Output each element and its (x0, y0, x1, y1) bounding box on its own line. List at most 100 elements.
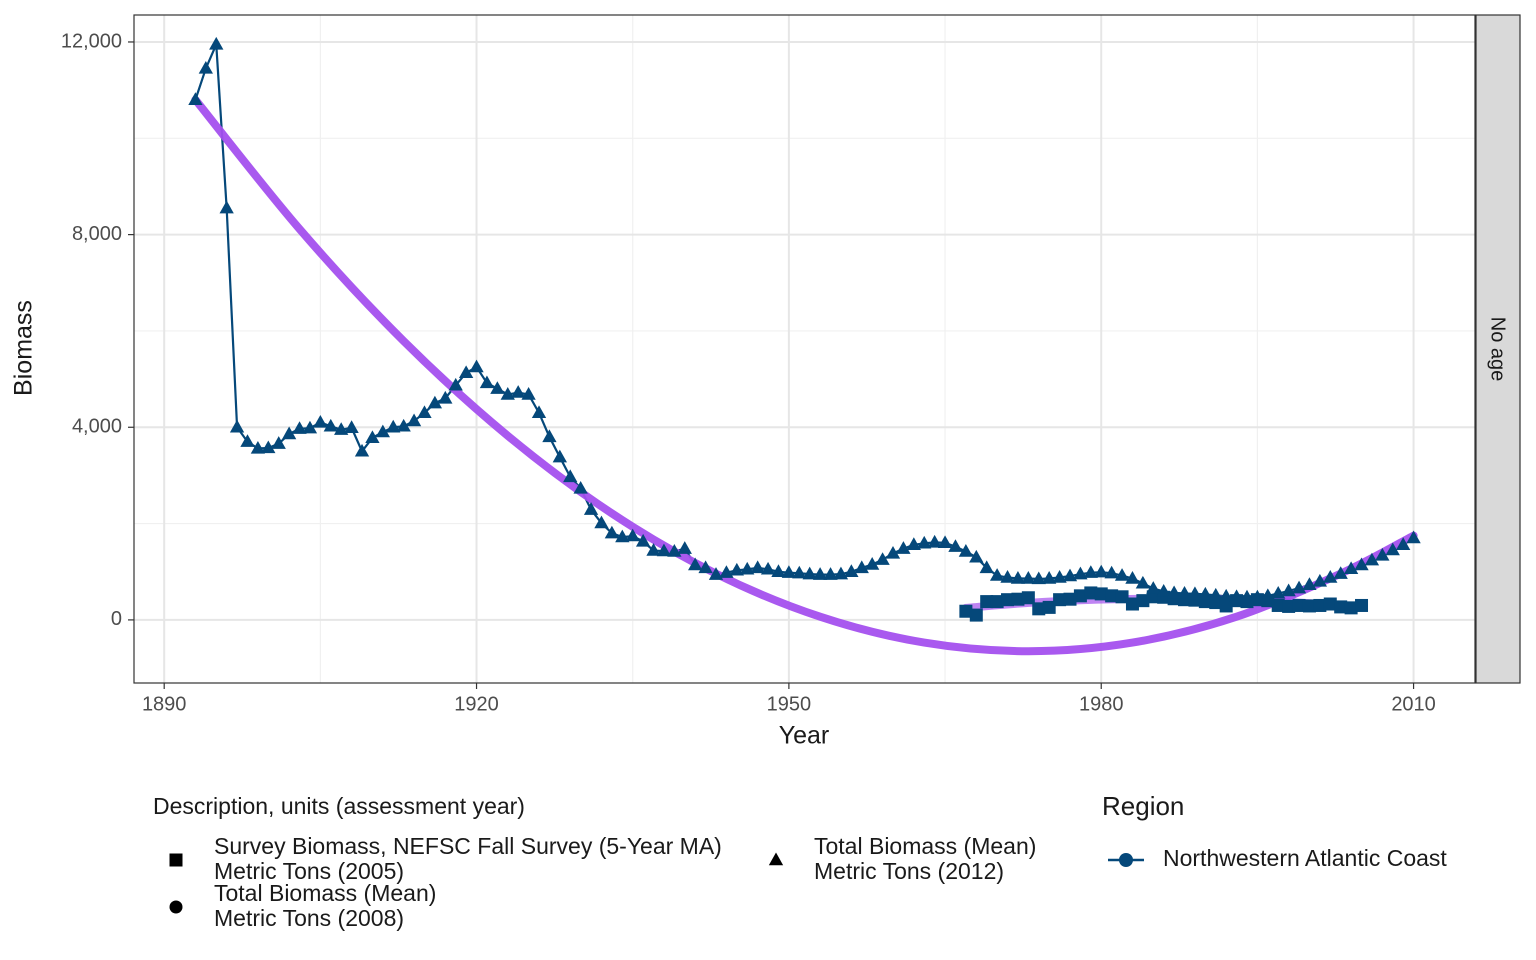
grid (128, 15, 1475, 689)
point (1084, 586, 1098, 600)
point (396, 418, 411, 432)
point (479, 375, 495, 389)
point (250, 440, 266, 454)
point (1135, 575, 1151, 589)
legend-key (169, 900, 183, 914)
point (823, 567, 838, 580)
point (198, 60, 213, 74)
point (531, 405, 547, 419)
point (1354, 557, 1369, 571)
point (615, 529, 630, 543)
point (1115, 590, 1129, 604)
point (229, 419, 245, 433)
point (1021, 591, 1035, 605)
legend-key (169, 853, 183, 867)
point (521, 387, 536, 400)
point (979, 560, 994, 574)
point (1010, 571, 1026, 584)
y-axis-label: Biomass (10, 300, 38, 396)
point (1156, 584, 1171, 597)
point (656, 543, 672, 557)
point (261, 440, 276, 454)
point (1396, 537, 1411, 550)
point (1000, 570, 1015, 583)
point (1364, 552, 1380, 566)
y-tick-label: 0 (111, 608, 122, 630)
point (844, 564, 859, 577)
point (1406, 530, 1421, 544)
marks (188, 36, 1421, 656)
point (1302, 599, 1316, 613)
point (1187, 586, 1203, 600)
point (209, 36, 224, 50)
point (906, 537, 921, 550)
point (760, 561, 776, 575)
point (1219, 588, 1234, 602)
point (1239, 589, 1255, 603)
legend-title: Region (1102, 791, 1184, 821)
point (1094, 587, 1108, 601)
point (1385, 542, 1400, 556)
point (1323, 597, 1337, 611)
point (1271, 598, 1285, 612)
point (854, 560, 869, 574)
point (458, 365, 474, 379)
point (937, 535, 953, 549)
series-line (194, 43, 1415, 599)
y-tick-label: 8,000 (72, 223, 122, 245)
x-axis-label: Year (779, 722, 830, 750)
point (500, 387, 515, 400)
point (1312, 573, 1328, 587)
point (980, 595, 994, 609)
point (708, 567, 724, 580)
point (958, 544, 974, 557)
point (1073, 566, 1088, 580)
point (1313, 598, 1327, 612)
point (1094, 564, 1109, 578)
point (365, 430, 380, 444)
point (1333, 566, 1348, 579)
y-tick-label: 4,000 (72, 416, 122, 438)
point (719, 565, 734, 578)
point (188, 92, 203, 105)
point (417, 405, 432, 419)
point (386, 419, 401, 433)
point (1355, 598, 1369, 612)
point (1021, 571, 1036, 584)
point (1011, 592, 1025, 606)
point (1001, 593, 1015, 607)
point (344, 420, 359, 433)
point (1105, 589, 1119, 603)
x-tick-label: 1950 (767, 693, 812, 715)
point (1083, 565, 1098, 578)
point (323, 418, 338, 432)
point (750, 560, 765, 574)
legend-key (1119, 853, 1133, 867)
point (948, 539, 963, 552)
point (240, 434, 255, 447)
legend-label: Metric Tons (2008) (214, 905, 404, 931)
point (1125, 597, 1139, 611)
point (1282, 599, 1296, 613)
x-tick-label: 1980 (1079, 693, 1124, 715)
point (334, 422, 349, 435)
y-tick-label: 12,000 (61, 30, 122, 52)
point (1136, 594, 1150, 608)
point (1334, 600, 1348, 614)
point (490, 381, 505, 394)
legend-label: Total Biomass (Mean) (214, 880, 436, 906)
point (1271, 585, 1286, 599)
point (1104, 565, 1119, 579)
panel-border (133, 14, 1476, 684)
point (427, 395, 443, 409)
point (1032, 602, 1046, 616)
point (1166, 585, 1182, 599)
point (583, 502, 599, 515)
point (1343, 561, 1359, 575)
legend-label: Metric Tons (2012) (814, 858, 1004, 884)
point (1323, 570, 1338, 583)
point (438, 390, 453, 404)
point (1062, 568, 1078, 582)
point (885, 545, 901, 559)
